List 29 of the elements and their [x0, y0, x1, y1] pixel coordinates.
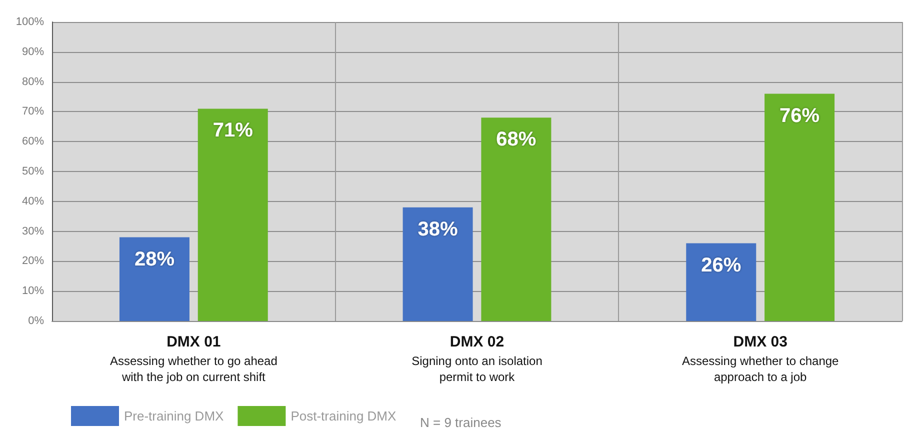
- y-tick-label: 10%: [22, 285, 44, 298]
- data-label: 26%: [701, 254, 742, 276]
- legend-label: Pre-training DMX: [124, 408, 224, 424]
- data-label: 28%: [134, 248, 175, 270]
- data-label: 68%: [496, 128, 536, 151]
- bar: [481, 118, 552, 321]
- bar: [198, 108, 268, 321]
- y-tick-label: 0%: [28, 315, 44, 327]
- bar: [402, 207, 473, 321]
- data-label: 38%: [418, 218, 458, 240]
- bar: [686, 243, 756, 321]
- x-tick-label: DMX 01 Assessing whether to go ahead with the job on current shift: [110, 334, 278, 384]
- y-tick-label: 80%: [22, 76, 44, 88]
- bar: [119, 237, 190, 321]
- y-tick-label: 30%: [22, 225, 44, 238]
- text: N = 9 trainees: [420, 415, 502, 430]
- y-tick-label: 20%: [22, 255, 44, 268]
- y-tick-label: 50%: [22, 166, 44, 178]
- legend-label: Post-training DMX: [290, 408, 397, 424]
- x-tick-label: DMX 03 Assessing whether to change approach to a job: [682, 334, 840, 384]
- y-tick-label: 100%: [16, 16, 44, 28]
- y-tick-label: 60%: [22, 136, 44, 148]
- data-label: 76%: [780, 104, 820, 127]
- x-tick-label: DMX 02 Signing onto an isolation permit to work: [412, 334, 542, 384]
- y-tick-label: 40%: [22, 195, 44, 208]
- bar: [764, 94, 835, 321]
- y-tick-label: 90%: [22, 46, 44, 58]
- y-tick-label: 70%: [22, 106, 44, 118]
- data-label: 71%: [212, 120, 254, 142]
